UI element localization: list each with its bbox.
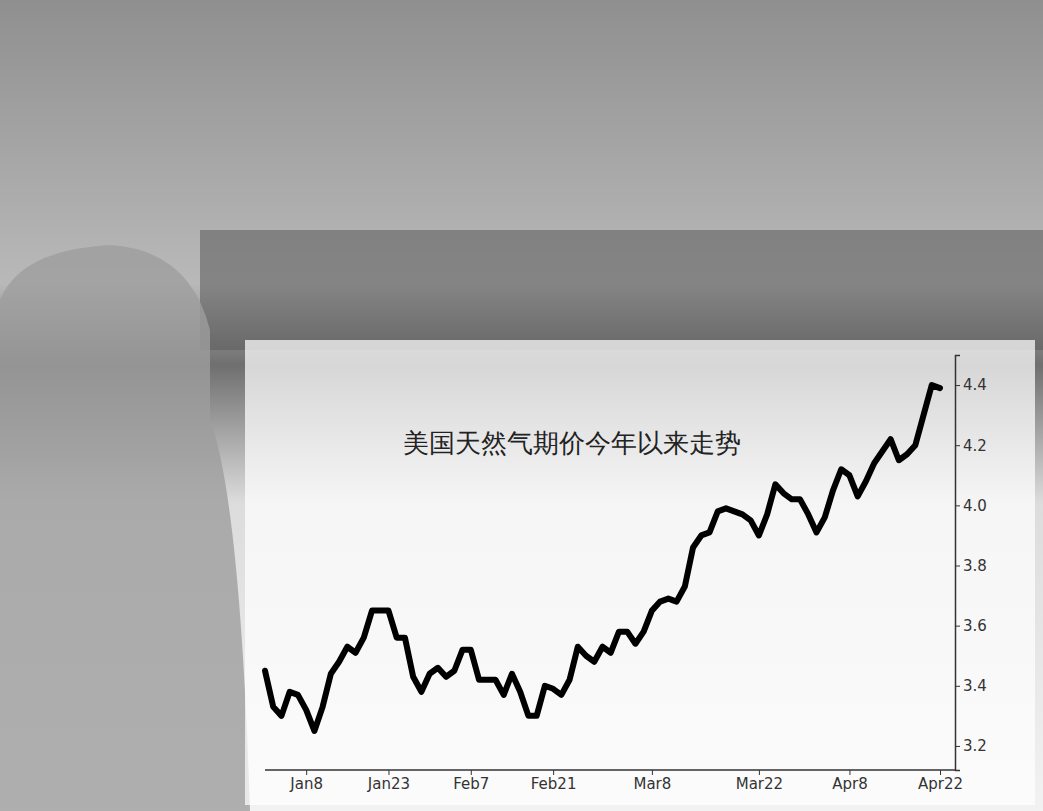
- y-tick: 3.8: [955, 557, 987, 575]
- x-tick: Jan8: [289, 770, 323, 793]
- x-tick: Feb21: [531, 770, 577, 793]
- y-tick-mark: [955, 686, 960, 687]
- background: [0, 0, 1043, 811]
- x-tick-label: Mar22: [736, 775, 783, 793]
- x-tick-label: Feb21: [531, 775, 577, 793]
- y-tick-mark: [955, 626, 960, 627]
- plot-area: [265, 385, 940, 731]
- y-tick: 3.6: [955, 617, 987, 635]
- x-axis-line: [265, 769, 955, 771]
- background-structure: [200, 230, 1043, 350]
- y-tick: 4.4: [955, 376, 987, 394]
- chart: 美国天然气期价今年以来走势3.23.43.63.84.04.24.4Jan8Ja…: [0, 0, 1043, 811]
- x-tick: Jan23: [367, 770, 410, 793]
- y-tick-label: 4.4: [963, 376, 987, 394]
- chart-panel: [245, 340, 1035, 805]
- y-axis: 3.2 3.4 3.6 3.8 4.0 4.2 4.4: [955, 356, 987, 771]
- price-line: [265, 385, 940, 731]
- y-tick-label: 3.2: [963, 737, 987, 755]
- title: 美国天然气期价今年以来走势: [403, 428, 741, 458]
- y-tick: 3.2: [955, 737, 987, 755]
- background-figure: [0, 245, 250, 811]
- x-tick-label: Mar8: [633, 775, 671, 793]
- x-tick: Feb7: [453, 770, 489, 793]
- x-axis: Jan8 Jan23 Feb7 Feb21 Mar8 Mar22 Apr8 Apr22: [265, 770, 963, 793]
- y-tick-label: 3.6: [963, 617, 987, 635]
- x-tick: Mar8: [633, 770, 671, 793]
- x-tick-label: Jan8: [289, 775, 323, 793]
- y-tick-mark: [955, 445, 960, 446]
- y-tick-mark: [955, 505, 960, 506]
- y-tick-label: 4.0: [963, 497, 987, 515]
- x-tick-label: Jan23: [367, 775, 410, 793]
- y-tick-label: 4.2: [963, 437, 987, 455]
- x-tick-label: Apr8: [832, 775, 868, 793]
- x-tick: Mar22: [736, 770, 783, 793]
- x-tick: Apr8: [832, 770, 868, 793]
- y-tick-mark: [955, 385, 960, 386]
- y-tick-mark: [955, 566, 960, 567]
- y-tick: 4.0: [955, 497, 987, 515]
- x-tick: Apr22: [918, 770, 963, 793]
- y-tick-mark: [955, 746, 960, 747]
- x-tick-label: Apr22: [918, 775, 963, 793]
- y-tick-label: 3.4: [963, 677, 987, 695]
- y-tick: 4.2: [955, 437, 987, 455]
- x-tick-label: Feb7: [453, 775, 489, 793]
- y-tick: 3.4: [955, 677, 987, 695]
- y-tick-label: 3.8: [963, 557, 987, 575]
- y-axis-line: [956, 356, 961, 771]
